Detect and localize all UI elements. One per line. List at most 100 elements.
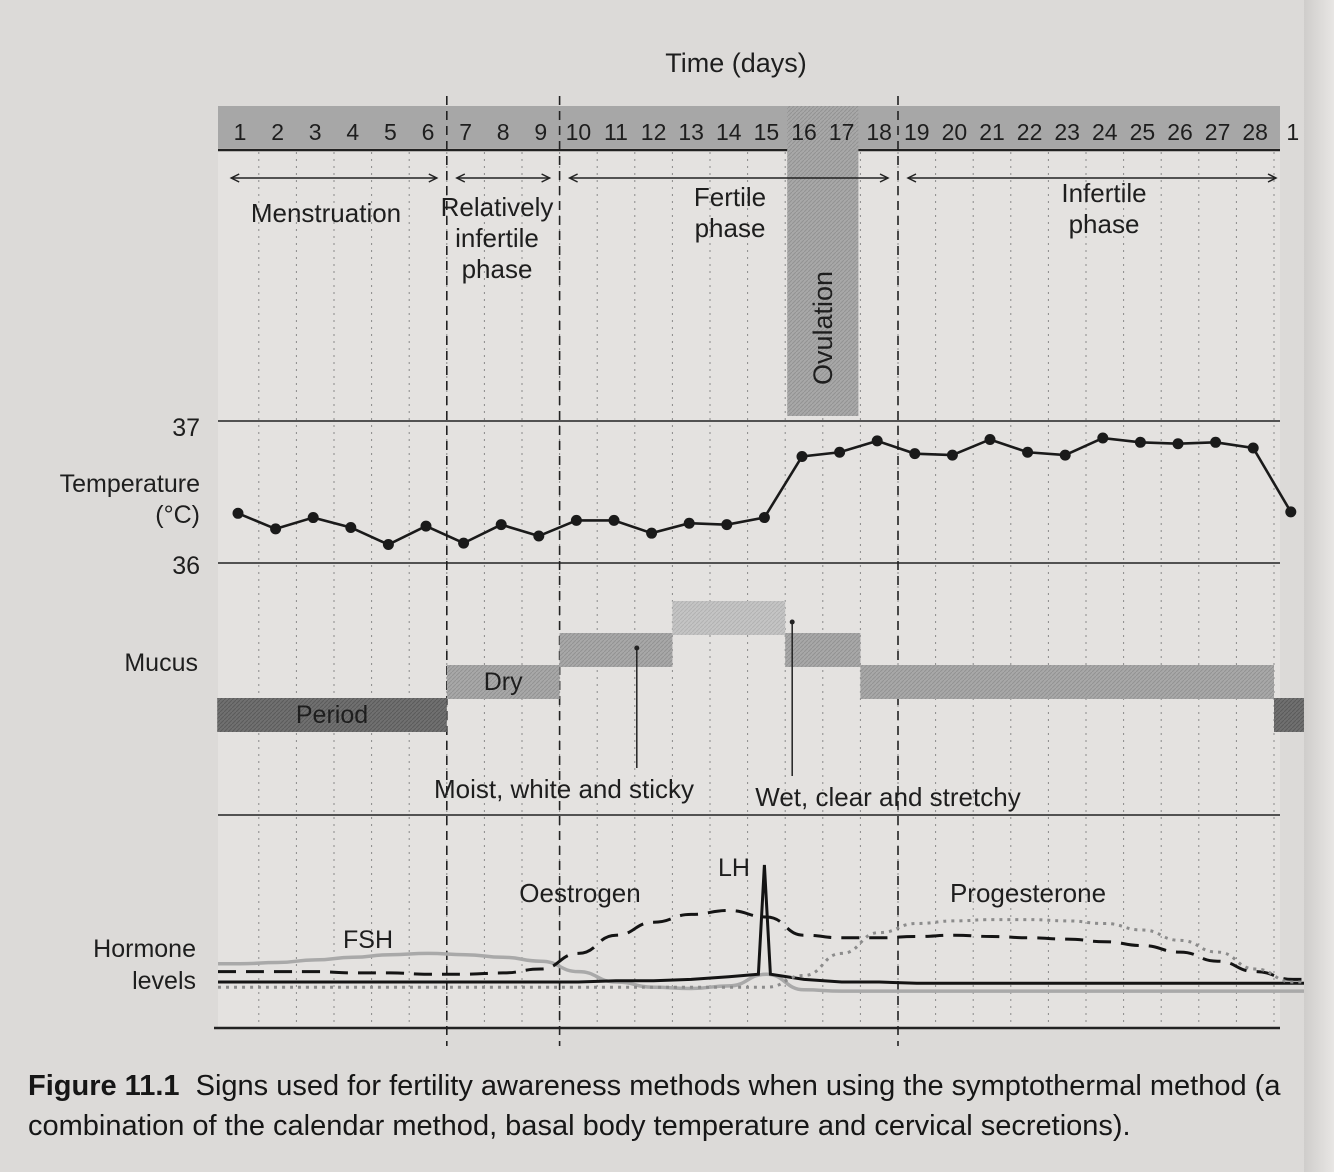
temperature-point-day-1: [232, 507, 244, 519]
mucus-series: Period Dry Moist, white and sticky Wet, cle…: [217, 601, 1322, 812]
temperature-axis-unit: (°C): [155, 501, 200, 529]
temperature-point-day-3: [307, 512, 319, 524]
mucus-bar: [785, 633, 861, 667]
temperature-point-day-19: [909, 448, 921, 460]
day-label: 16: [791, 119, 817, 145]
day-label: 20: [942, 119, 968, 145]
hormone-line-progesterone: [218, 918, 1330, 989]
caption-text: Signs used for fertility awareness metho…: [28, 1070, 1281, 1142]
mucus-annotation-dot: [789, 619, 795, 625]
oestrogen-label: Oestrogen: [519, 878, 640, 908]
phase-label: Relatively: [441, 192, 554, 222]
mucus-bar-label: Dry: [484, 668, 523, 696]
mucus-annotation: Wet, clear and stretchy: [755, 782, 1020, 812]
ovulation-band: [787, 106, 859, 416]
day-label: 26: [1167, 119, 1193, 145]
temperature-point-day-2: [270, 523, 282, 535]
temperature-point-day-8: [495, 519, 507, 531]
day-label: 19: [904, 119, 930, 145]
temperature-point-day-13: [683, 517, 695, 529]
mucus-axis-label: Mucus: [124, 649, 198, 677]
day-label: 27: [1205, 119, 1231, 145]
day-labels: 1 2 3 4 5 6 7 8 9 10 11 12 13 14 15 16 17 18 19 20 21 22 23 24 2…: [234, 119, 1300, 145]
day-label: 22: [1017, 119, 1043, 145]
day-label: 13: [678, 119, 704, 145]
temperature-point-day-4: [345, 522, 357, 533]
plot-area: [218, 150, 1280, 1028]
temperature-point-day-6: [420, 520, 432, 532]
day-label: 1: [1286, 119, 1299, 145]
day-label: 5: [384, 119, 397, 145]
hormone-line-fsh: [218, 951, 1330, 993]
mucus-annotation: Moist, white and sticky: [434, 774, 694, 804]
temperature-point-day-26: [1172, 438, 1184, 450]
phase-label: Fertile: [694, 182, 766, 212]
day-label: 18: [866, 119, 892, 145]
figure-caption: Figure 11.1 Signs used for fertility awa…: [28, 1066, 1328, 1146]
fsh-label: FSH: [343, 926, 393, 954]
day-label: 11: [604, 119, 628, 145]
day-label: 12: [641, 119, 667, 145]
temperature-point-day-15: [758, 512, 770, 524]
day-label: 17: [829, 119, 855, 145]
phase-arrow-head-left: [567, 173, 578, 183]
lh-label: LH: [718, 854, 750, 882]
day-label: 25: [1130, 119, 1156, 145]
day-label: 28: [1242, 119, 1268, 145]
temperature-point-day-21: [984, 433, 996, 445]
temperature-point-day-9: [533, 530, 545, 542]
phase-label: Infertile: [1061, 178, 1146, 208]
phase-arrow-head-left: [229, 173, 240, 183]
day-label: 9: [534, 119, 547, 145]
hormone-axis-label: Hormone: [93, 935, 196, 963]
temperature-point-day-18: [871, 435, 883, 447]
temp-tick-37: 37: [172, 414, 200, 442]
hormone-line-oestrogen: [218, 908, 1330, 981]
temperature-point-day-10: [570, 514, 582, 526]
day-label: 14: [716, 119, 742, 145]
day-label: 15: [754, 119, 780, 145]
hormone-series: [218, 864, 1330, 993]
day-label: 3: [309, 119, 322, 145]
phase-label: Menstruation: [251, 198, 401, 228]
caption-number: Figure 11.1: [28, 1070, 180, 1102]
day-label: 24: [1092, 119, 1118, 145]
mucus-bar-label: Period: [296, 701, 368, 729]
phase-label: phase: [695, 213, 766, 243]
progesterone-label: Progesterone: [950, 878, 1106, 908]
hormone-line-lh: [218, 864, 1330, 985]
temperature-point-day-11: [608, 514, 620, 526]
day-header-band: [218, 106, 1280, 148]
temperature-axis-label: Temperature: [60, 470, 200, 498]
day-label: 2: [271, 119, 284, 145]
phase-dividers: [445, 96, 899, 1046]
x-axis-title: Time (days): [665, 48, 807, 78]
temperature-point-day-14: [721, 519, 733, 531]
temperature-point-day-16: [796, 451, 808, 462]
mucus-bar: [672, 601, 786, 635]
hormone-axis-label-2: levels: [132, 967, 196, 995]
temperature-point-day-27: [1210, 436, 1222, 448]
temperature-point-day-22: [1022, 446, 1034, 458]
phase-label: phase: [462, 254, 533, 284]
phase-arrow-head-right: [1267, 173, 1278, 183]
phase-arrow-head-left: [906, 173, 917, 183]
day-gridlines: [258, 152, 1313, 1026]
ovulation-label: Ovulation: [808, 271, 838, 385]
temperature-point-day-24: [1097, 432, 1109, 444]
page-edge: [1304, 0, 1334, 1172]
temperature-point-day-12: [646, 527, 658, 539]
ovulation-layer: Ovulation: [787, 106, 859, 416]
mucus-bar: [559, 633, 673, 667]
temperature-point-day-17: [834, 446, 846, 458]
mucus-annotation-dot: [634, 645, 640, 651]
phase-arrow-head-right: [879, 173, 890, 183]
temperature-point-day-5: [382, 539, 394, 551]
mucus-bar: [446, 665, 560, 699]
mucus-bar: [217, 698, 447, 732]
phase-arrows: [229, 173, 1278, 183]
day-label: 4: [346, 119, 359, 145]
day-label: 7: [459, 119, 472, 145]
phase-labels: Menstruation RelativelyinfertilephaseFert…: [251, 178, 1147, 284]
